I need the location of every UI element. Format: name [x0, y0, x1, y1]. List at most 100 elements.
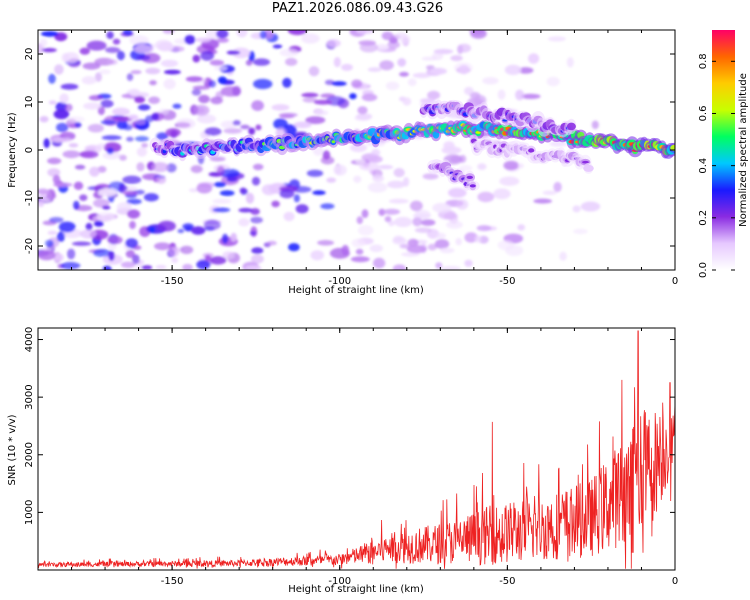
spectral-noise-blob — [331, 81, 347, 86]
spectral-noise-blob — [302, 97, 318, 103]
spectral-noise-blob — [375, 43, 389, 51]
spectral-noise-blob — [517, 67, 534, 74]
spectral-noise-blob — [245, 192, 255, 204]
ridge-blob — [670, 144, 675, 151]
spectral-noise-blob — [283, 124, 297, 136]
spectral-noise-blob — [378, 208, 386, 216]
spectrogram-ytick-label: 20 — [24, 48, 35, 61]
spectral-noise-blob — [427, 90, 441, 100]
spectral-noise-blob — [385, 81, 400, 91]
spectral-noise-blob — [105, 47, 121, 53]
spectral-noise-blob — [212, 207, 231, 213]
snr-xtick-label: -50 — [499, 576, 515, 587]
spectral-noise-blob — [533, 198, 552, 204]
spectral-noise-blob — [216, 165, 225, 176]
spectral-noise-blob — [148, 96, 161, 104]
spectral-noise-blob — [196, 183, 213, 194]
spectral-noise-blob — [136, 147, 148, 157]
spectral-noise-blob — [287, 30, 307, 36]
spectral-noise-blob — [210, 96, 223, 105]
spectral-noise-blob — [123, 124, 133, 131]
spectral-noise-blob — [79, 229, 97, 239]
spectral-noise-blob — [192, 85, 210, 90]
spectral-noise-blob — [547, 36, 566, 42]
spectral-noise-blob — [49, 217, 64, 223]
ridge-lower — [426, 159, 480, 192]
spectral-noise-blob — [213, 66, 228, 71]
spectral-noise-blob — [151, 113, 160, 121]
spectral-noise-blob — [271, 104, 290, 111]
spectral-noise-blob — [503, 160, 519, 171]
spectral-noise-blob — [253, 78, 273, 90]
snr-ytick-label: 2000 — [24, 442, 35, 467]
spectral-noise-blob — [295, 204, 309, 214]
spectral-noise-blob — [96, 211, 115, 222]
spectral-noise-blob — [412, 72, 432, 79]
spectral-noise-blob — [407, 78, 417, 87]
spectral-noise-blob — [160, 59, 179, 68]
spectral-noise-blob — [359, 42, 379, 53]
spectral-noise-blob — [180, 245, 194, 255]
spectral-noise-blob — [288, 243, 300, 252]
snr-xtick-label: -150 — [161, 576, 184, 587]
spectral-noise-blob — [439, 247, 455, 254]
spectral-noise-blob — [47, 168, 61, 177]
spectral-noise-blob — [86, 40, 107, 51]
spectral-noise-blob — [145, 67, 161, 75]
spectral-noise-blob — [220, 86, 241, 97]
spectral-noise-blob — [39, 116, 49, 123]
spectral-noise-blob — [85, 222, 93, 231]
spectral-noise-blob — [457, 43, 472, 53]
spectral-noise-blob — [367, 67, 382, 72]
spectral-noise-blob — [154, 39, 173, 51]
ridge-core — [528, 148, 535, 153]
spectral-noise-blob — [432, 202, 452, 213]
spectral-noise-blob — [301, 92, 319, 98]
spectral-noise-blob — [477, 163, 487, 171]
spectral-noise-blob — [226, 50, 241, 55]
spectral-noise-blob — [93, 198, 110, 208]
spectral-noise-blob — [317, 240, 335, 246]
spectrogram-xtick-label: -100 — [328, 276, 351, 287]
spectral-noise-blob — [282, 77, 292, 88]
snr-panel: -150 -100 -50 0 1000 2000 3000 4000 Height of s… — [7, 327, 678, 595]
spectral-noise-blob — [73, 200, 80, 210]
snr-series-line — [38, 330, 675, 569]
spectral-noise-blob — [459, 165, 473, 172]
ridge-core — [466, 175, 473, 179]
spectral-noise-blob — [59, 93, 69, 104]
spectral-noise-blob — [102, 205, 111, 210]
spectral-noise-blob — [251, 247, 264, 254]
spectral-noise-blob — [55, 102, 68, 112]
spectral-noise-blob — [350, 256, 370, 263]
spectral-noise-blob — [126, 136, 134, 142]
snr-background — [38, 328, 675, 570]
spectral-noise-blob — [73, 181, 84, 190]
spectral-noise-blob — [549, 141, 568, 147]
spectrogram-ytick-label: 0 — [24, 147, 35, 153]
spectral-noise-blob — [125, 238, 138, 249]
spectral-noise-blob — [208, 80, 216, 88]
spectral-noise-blob — [387, 41, 400, 49]
spectral-noise-blob — [196, 114, 217, 124]
snr-xtick-label: 0 — [672, 576, 678, 587]
spectral-noise-blob — [98, 188, 117, 197]
spectral-noise-blob — [82, 62, 101, 70]
spectral-noise-blob — [97, 166, 107, 173]
spectral-noise-blob — [67, 116, 85, 123]
spectral-noise-blob — [387, 180, 406, 189]
spectral-noise-blob — [441, 146, 462, 155]
spectral-noise-blob — [252, 58, 271, 66]
spectral-noise-blob — [378, 164, 394, 170]
spectral-noise-blob — [43, 138, 50, 149]
spectral-noise-blob — [432, 52, 444, 61]
spectral-noise-blob — [351, 79, 363, 88]
spectral-noise-blob — [126, 198, 142, 205]
spectral-noise-blob — [397, 58, 407, 67]
spectrogram-xtick-label: -150 — [161, 276, 184, 287]
spectral-noise-blob — [93, 249, 112, 257]
spectral-noise-blob — [119, 154, 127, 161]
spectral-noise-blob — [407, 238, 419, 247]
